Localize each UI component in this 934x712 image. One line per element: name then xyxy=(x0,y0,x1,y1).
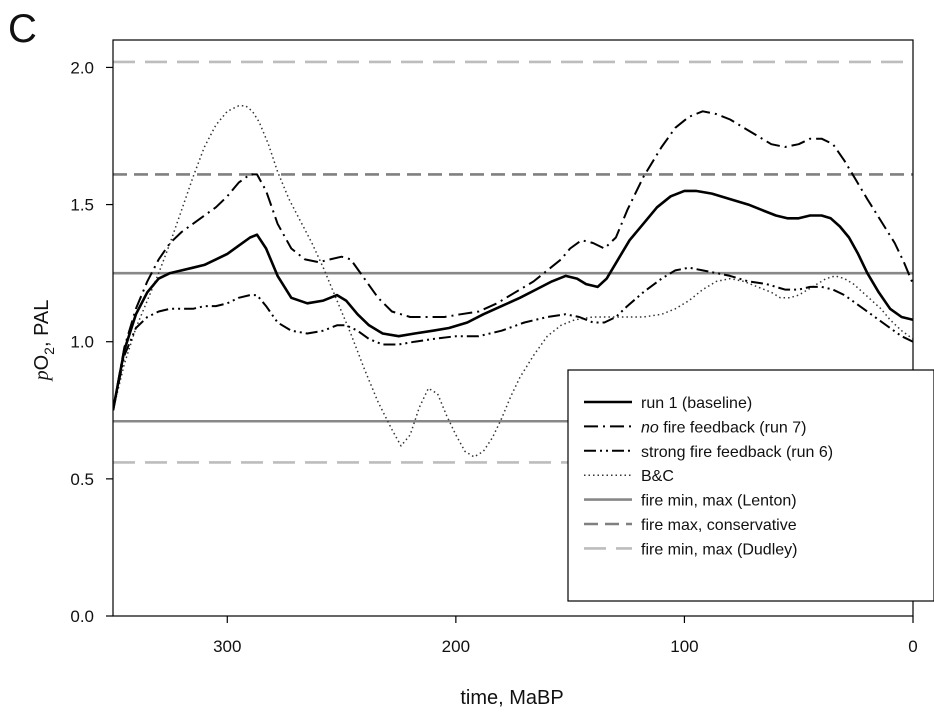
legend-label-0: run 1 (baseline) xyxy=(641,395,752,412)
legend-label-4: fire min, max (Lenton) xyxy=(641,493,797,510)
legend-label-3: B&C xyxy=(641,468,674,485)
y-tick-label-0: 0.0 xyxy=(70,607,94,626)
y-tick-label-2: 1.0 xyxy=(70,333,94,352)
y-axis-label-sub: 2 xyxy=(41,347,57,355)
y-tick-label-1: 0.5 xyxy=(70,470,94,489)
legend-box xyxy=(567,369,934,602)
legend-label-6: fire min, max (Dudley) xyxy=(641,541,797,558)
y-axis-label-unit: , PAL xyxy=(31,300,53,347)
x-tick-label-2: 100 xyxy=(670,637,698,656)
legend: run 1 (baseline) no fire feedback (run 7)… xyxy=(567,369,934,602)
series-line-2 xyxy=(113,266,913,411)
x-tick-label-1: 200 xyxy=(442,637,470,656)
y-tick-label-3: 1.5 xyxy=(70,196,94,215)
series-line-1 xyxy=(113,110,913,411)
series-layer xyxy=(113,60,913,464)
x-tick-label-3: 0 xyxy=(908,637,917,656)
y-axis-label-o: O xyxy=(31,355,53,371)
series-line-0 xyxy=(113,189,913,411)
axis-ticks: 300 200 100 0 0.0 0.5 1.0 1.5 2.0 xyxy=(70,58,917,656)
y-axis-label: pO2, PAL xyxy=(31,300,57,383)
x-axis-label: time, MaBP xyxy=(460,687,563,709)
y-tick-label-4: 2.0 xyxy=(70,58,94,77)
legend-label-5: fire max, conservative xyxy=(641,517,797,534)
panel-label: C xyxy=(8,7,37,51)
legend-label-1-emph: no xyxy=(641,419,659,436)
legend-label-1-rest: fire feedback (run 7) xyxy=(659,419,807,436)
y-axis-label-p: p xyxy=(31,370,53,382)
x-tick-label-0: 300 xyxy=(213,637,241,656)
legend-label-2: strong fire feedback (run 6) xyxy=(641,444,833,461)
legend-label-1: no fire feedback (run 7) xyxy=(641,419,806,436)
plot-frame xyxy=(112,39,914,617)
